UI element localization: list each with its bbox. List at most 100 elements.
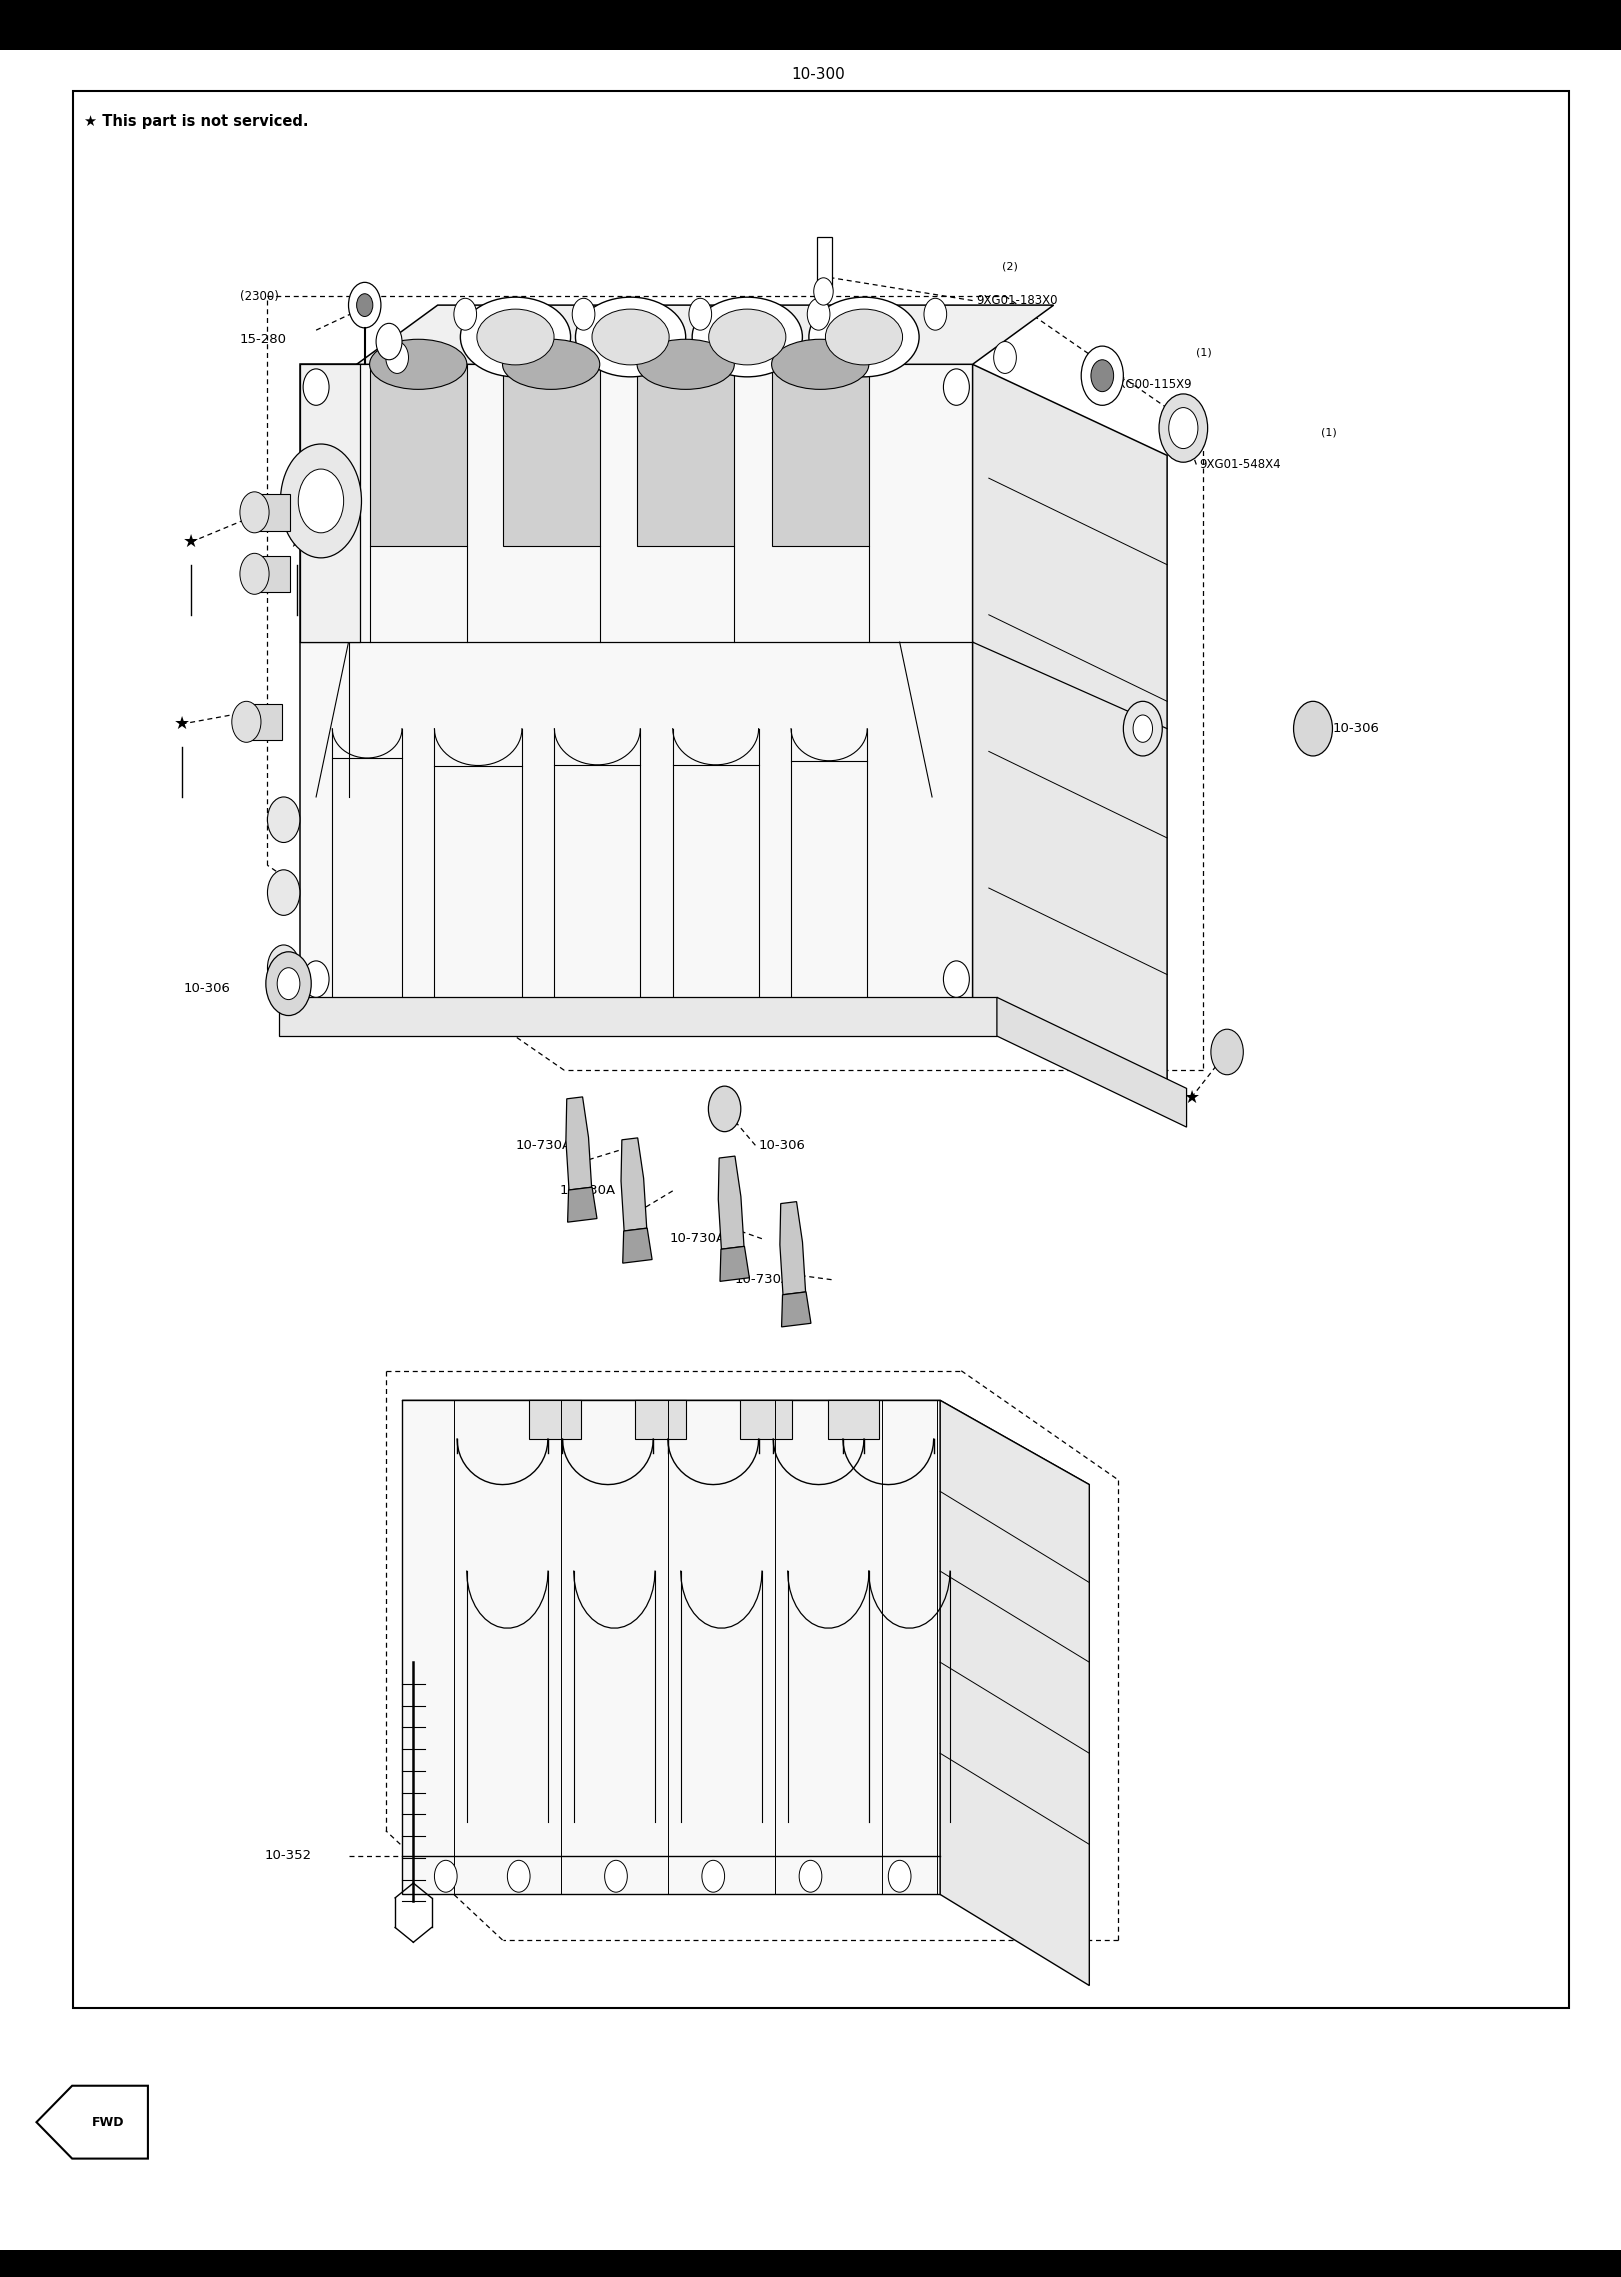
Text: ★: ★	[183, 533, 199, 551]
Polygon shape	[402, 1400, 1089, 1485]
Polygon shape	[279, 997, 997, 1036]
Bar	[0, 2250, 1621, 2277]
Text: 10-730A: 10-730A	[669, 1232, 726, 1246]
Circle shape	[454, 298, 477, 330]
Circle shape	[1081, 346, 1123, 405]
Circle shape	[298, 469, 344, 533]
Bar	[370, 364, 467, 546]
Polygon shape	[973, 364, 1167, 1104]
Ellipse shape	[809, 296, 919, 378]
Circle shape	[277, 968, 300, 1000]
Circle shape	[303, 961, 329, 997]
Polygon shape	[402, 1400, 940, 1894]
Text: ★: ★	[1183, 1088, 1200, 1107]
Circle shape	[267, 945, 300, 990]
Circle shape	[924, 298, 947, 330]
Bar	[254, 494, 290, 531]
Bar	[634, 1400, 687, 1439]
Text: 9XG00-115X9: 9XG00-115X9	[1110, 378, 1191, 392]
Ellipse shape	[708, 310, 786, 364]
Text: 10-306: 10-306	[183, 981, 230, 995]
Circle shape	[240, 492, 269, 533]
Text: 10-730A: 10-730A	[559, 1184, 616, 1198]
Polygon shape	[567, 1186, 597, 1223]
Circle shape	[1211, 1029, 1243, 1075]
Circle shape	[280, 444, 361, 558]
Text: (1): (1)	[1196, 348, 1213, 357]
Circle shape	[994, 342, 1016, 373]
Polygon shape	[780, 1202, 806, 1296]
Ellipse shape	[637, 339, 734, 389]
Circle shape	[1123, 701, 1162, 756]
Circle shape	[1091, 360, 1114, 392]
Circle shape	[888, 1860, 911, 1892]
Polygon shape	[997, 997, 1187, 1127]
Circle shape	[689, 298, 712, 330]
Circle shape	[267, 797, 300, 842]
Bar	[246, 704, 282, 740]
Bar	[254, 556, 290, 592]
Circle shape	[814, 278, 833, 305]
Bar	[739, 1400, 793, 1439]
Polygon shape	[300, 364, 973, 1013]
Circle shape	[386, 342, 408, 373]
Circle shape	[376, 323, 402, 360]
Text: 15-280: 15-280	[240, 332, 287, 346]
Circle shape	[349, 282, 381, 328]
Text: (1): (1)	[1321, 428, 1337, 437]
Circle shape	[240, 553, 269, 594]
Circle shape	[605, 1860, 627, 1892]
Text: FWD: FWD	[92, 2115, 125, 2129]
Ellipse shape	[575, 296, 686, 378]
Polygon shape	[300, 364, 360, 642]
Ellipse shape	[370, 339, 467, 389]
Text: 9XG01-548X4: 9XG01-548X4	[1200, 458, 1281, 471]
Bar	[73, 91, 1569, 2008]
Circle shape	[267, 870, 300, 915]
Polygon shape	[621, 1138, 647, 1232]
Polygon shape	[718, 1157, 744, 1250]
Polygon shape	[357, 305, 1054, 364]
Circle shape	[708, 1086, 741, 1132]
Polygon shape	[781, 1291, 810, 1327]
Text: (2): (2)	[1002, 262, 1018, 271]
Circle shape	[943, 961, 969, 997]
Circle shape	[507, 1860, 530, 1892]
Circle shape	[357, 294, 373, 317]
Ellipse shape	[477, 310, 554, 364]
Ellipse shape	[772, 339, 869, 389]
Circle shape	[434, 1860, 457, 1892]
Bar	[503, 364, 600, 546]
Ellipse shape	[692, 296, 802, 378]
Bar	[637, 364, 734, 546]
Circle shape	[1294, 701, 1332, 756]
Text: ★: ★	[173, 715, 190, 733]
Text: 10-306: 10-306	[759, 1138, 806, 1152]
Circle shape	[943, 369, 969, 405]
Ellipse shape	[825, 310, 903, 364]
Text: 10-730A: 10-730A	[734, 1273, 791, 1287]
Polygon shape	[940, 1400, 1089, 1986]
Polygon shape	[566, 1098, 592, 1191]
Text: 10-300: 10-300	[791, 66, 846, 82]
Text: ★ This part is not serviced.: ★ This part is not serviced.	[84, 114, 308, 130]
Text: (2300): (2300)	[240, 289, 279, 303]
Circle shape	[572, 298, 595, 330]
Circle shape	[266, 952, 311, 1016]
Ellipse shape	[503, 339, 600, 389]
Circle shape	[232, 701, 261, 742]
Text: ★: ★	[289, 533, 305, 551]
Bar	[817, 237, 832, 291]
Text: 10-730A: 10-730A	[515, 1138, 572, 1152]
Text: 10-306: 10-306	[1332, 722, 1379, 735]
Circle shape	[702, 1860, 725, 1892]
Circle shape	[799, 1860, 822, 1892]
Polygon shape	[720, 1246, 749, 1282]
Ellipse shape	[460, 296, 571, 378]
Bar	[528, 1400, 582, 1439]
Circle shape	[1169, 408, 1198, 449]
Polygon shape	[622, 1227, 652, 1264]
Circle shape	[1159, 394, 1208, 462]
Ellipse shape	[592, 310, 669, 364]
Text: 9XG01-183X0: 9XG01-183X0	[976, 294, 1057, 307]
